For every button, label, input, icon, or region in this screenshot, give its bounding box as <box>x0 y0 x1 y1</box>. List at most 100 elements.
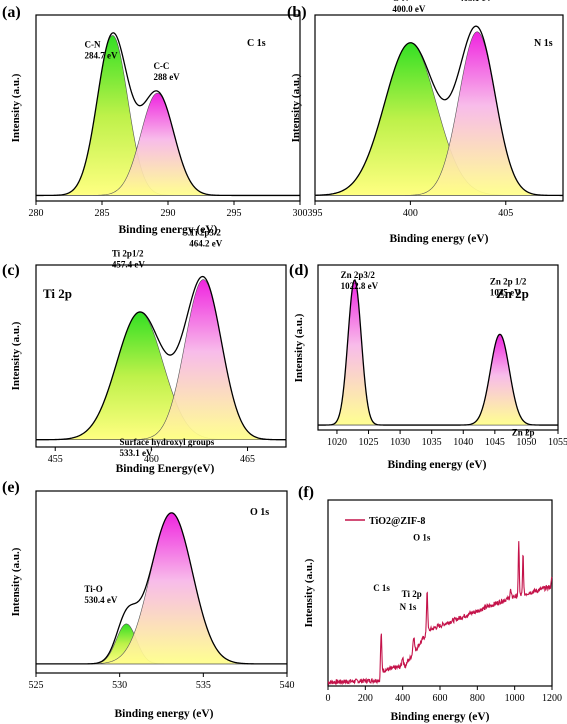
panel-letter: (a) <box>2 4 21 21</box>
x-tick-label: 290 <box>161 208 176 219</box>
envelope-line <box>318 279 558 426</box>
x-tick-label: 285 <box>95 208 110 219</box>
peak-label: C-C <box>153 61 169 71</box>
survey-peak-label: N 1s <box>400 602 417 612</box>
survey-peak-label: Ti 2p <box>402 589 422 599</box>
x-axis-label: Binding energy (eV) <box>114 708 213 720</box>
survey-peak-label: O 1s <box>413 533 431 543</box>
element-label: Zn 2p <box>496 286 529 301</box>
x-tick-label: 530 <box>112 680 127 691</box>
x-tick-label: 1200 <box>542 693 562 704</box>
survey-peak-label: C 1s <box>373 583 390 593</box>
x-tick-label: 1045 <box>485 437 505 448</box>
x-axis-label: Binding energy (eV) <box>118 224 217 236</box>
y-axis-label: Intensity (a.u.) <box>290 73 302 142</box>
envelope-line <box>36 32 300 197</box>
x-tick-label: 465 <box>240 454 255 465</box>
plot-frame <box>317 264 559 431</box>
peak-fill <box>36 92 300 196</box>
peak-energy: 284.7 eV <box>85 50 118 60</box>
peak-energy: 288 eV <box>153 72 180 82</box>
y-axis-label: Intensity (a.u.) <box>293 313 305 382</box>
x-tick-label: 0 <box>326 693 331 704</box>
x-tick-label: 1055 <box>548 437 567 448</box>
peak-label: C-N <box>85 39 101 49</box>
x-tick-label: 400 <box>403 208 418 219</box>
panel-letter: (b) <box>287 4 307 21</box>
peak-energy: 533.1 eV <box>120 448 153 458</box>
peak-energy: 400.0 eV <box>392 4 425 14</box>
panel-f-survey: (f) 0 200 400 600 800 1000 1200 C 1s N 1s Ti 2p O… <box>298 428 562 723</box>
x-tick-label: 280 <box>29 208 44 219</box>
peak-energy: 1022.8 eV <box>341 281 379 291</box>
x-tick-label: 295 <box>227 208 242 219</box>
x-axis-label: Binding Energy(eV) <box>116 463 215 475</box>
envelope-line <box>36 275 286 441</box>
x-tick-label: 460 <box>144 454 159 465</box>
peak-energy: 464.2 eV <box>189 239 222 249</box>
plot-frame <box>314 14 564 202</box>
x-tick-label: 1050 <box>516 437 536 448</box>
x-tick-label: 800 <box>470 693 485 704</box>
panel-letter: (e) <box>2 479 20 496</box>
peak-label: Ti-O <box>84 584 102 594</box>
y-axis-label: Intensity (a.u.) <box>303 558 315 627</box>
peak-label: Ti 2p3/2 <box>189 228 221 238</box>
x-tick-label: 600 <box>433 693 448 704</box>
peak-fill <box>36 512 287 665</box>
survey-peak-label: Zn 2p <box>512 428 535 438</box>
x-tick-label: 1040 <box>453 437 473 448</box>
x-tick-label: 200 <box>358 693 373 704</box>
peak-fill <box>318 279 558 426</box>
peak-fill <box>314 42 563 196</box>
x-tick-label: 1035 <box>422 437 442 448</box>
element-label: O 1s <box>250 507 269 518</box>
element-label: Ti 2p <box>43 286 72 301</box>
plot-frame <box>35 490 288 674</box>
plot-frame <box>327 499 553 687</box>
peak-energy: 457.4 eV <box>112 259 145 269</box>
panel-letter: (d) <box>289 262 309 279</box>
envelope-line <box>36 512 287 665</box>
legend-label: TiO2@ZIF-8 <box>369 516 425 527</box>
x-tick-label: 1020 <box>327 437 347 448</box>
y-axis-label: Intensity (a.u.) <box>10 321 22 390</box>
x-tick-label: 395 <box>308 208 323 219</box>
x-axis-label: Binding energy (eV) <box>390 711 489 723</box>
x-axis-label: Binding energy (eV) <box>387 459 486 471</box>
x-tick-label: 455 <box>48 454 63 465</box>
plot-frame <box>35 264 287 448</box>
peak-label: Surface hydroxyl groups <box>120 437 215 447</box>
y-axis-label: Intensity (a.u.) <box>10 73 22 142</box>
x-tick-label: 540 <box>280 680 295 691</box>
panel-letter: (c) <box>2 262 20 279</box>
x-tick-label: 400 <box>395 693 410 704</box>
envelope-line <box>314 25 563 197</box>
panel-letter: (f) <box>298 484 314 501</box>
y-axis-label: Intensity (a.u.) <box>10 547 22 616</box>
x-axis-label: Binding energy (eV) <box>389 233 488 245</box>
peak-energy: 1045 eV <box>490 287 521 297</box>
panel-d-zn2p: (d) 1020 1025 1030 1035 1040 1045 1050 1055 Zn … <box>289 262 567 471</box>
x-tick-label: 535 <box>196 680 211 691</box>
element-label: C 1s <box>247 38 266 49</box>
peak-fill <box>35 312 286 441</box>
peak-label: C-N <box>392 0 408 3</box>
element-label: N 1s <box>534 38 553 49</box>
x-tick-label: 525 <box>29 680 44 691</box>
x-tick-label: 1000 <box>505 693 525 704</box>
survey-line <box>327 541 553 686</box>
peak-energy: 403.1 eV <box>459 0 492 3</box>
x-tick-label: 405 <box>498 208 513 219</box>
peak-label: Zn 2p 1/2 <box>490 276 527 286</box>
legend: TiO2@ZIF-8 <box>345 516 425 527</box>
x-tick-label: 300 <box>293 208 308 219</box>
peak-label: Ti 2p1/2 <box>112 248 144 258</box>
peak-label: Zn 2p3/2 <box>341 270 376 280</box>
peak-energy: 530.4 eV <box>84 595 117 605</box>
